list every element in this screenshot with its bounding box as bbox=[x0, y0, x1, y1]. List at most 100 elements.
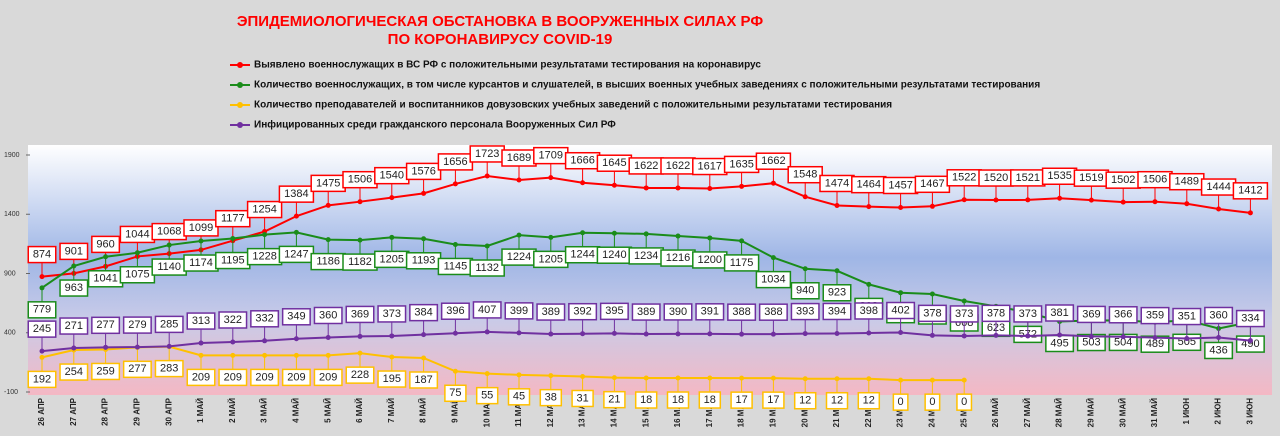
label-box bbox=[663, 303, 693, 321]
label-box bbox=[949, 305, 979, 323]
data-label: 1520 bbox=[984, 172, 1008, 184]
x-tick-label: 26 МАЙ bbox=[991, 398, 1000, 428]
data-label: 1177 bbox=[221, 213, 245, 225]
label-box bbox=[154, 359, 184, 378]
data-label: 1041 bbox=[93, 273, 117, 285]
label-box bbox=[27, 245, 57, 264]
data-label: 1622 bbox=[634, 160, 658, 172]
data-label: 495 bbox=[1050, 337, 1068, 349]
label-box bbox=[758, 303, 788, 321]
data-label: 1186 bbox=[316, 256, 340, 268]
data-label: 399 bbox=[510, 305, 528, 317]
data-label: 1174 bbox=[189, 257, 213, 269]
label-box bbox=[790, 282, 820, 300]
label-box bbox=[218, 311, 248, 329]
label-box bbox=[790, 302, 820, 321]
data-label: 18 bbox=[672, 394, 684, 406]
data-label: 18 bbox=[640, 394, 652, 406]
x-tick-label: 24 МАЙ bbox=[928, 398, 937, 428]
legend-label: Количество военнослужащих, в том числе к… bbox=[254, 79, 1040, 91]
label-box bbox=[186, 312, 216, 330]
x-tick-label: 27 МАЙ bbox=[1023, 398, 1032, 428]
label-box bbox=[122, 316, 152, 334]
data-label: 1535 bbox=[1047, 170, 1071, 182]
x-tick-label: 28 АПР bbox=[101, 397, 110, 426]
label-box bbox=[345, 366, 375, 384]
label-box bbox=[472, 301, 502, 319]
label-box bbox=[27, 370, 57, 389]
label-box bbox=[1108, 306, 1138, 324]
label-box bbox=[539, 388, 563, 407]
data-label: 1384 bbox=[284, 188, 308, 200]
data-label: 1132 bbox=[475, 262, 499, 274]
label-box bbox=[857, 391, 881, 410]
label-box bbox=[762, 391, 785, 409]
data-label: 1457 bbox=[888, 179, 912, 191]
data-label: 313 bbox=[192, 315, 210, 327]
data-label: 393 bbox=[796, 305, 814, 317]
data-label: 402 bbox=[891, 304, 909, 316]
x-tick-label: 5 МАЙ bbox=[323, 398, 332, 423]
label-box bbox=[787, 165, 823, 184]
label-box bbox=[59, 279, 89, 297]
x-tick-label: 30 МАЙ bbox=[1118, 398, 1127, 428]
x-tick-label: 17 МАЙ bbox=[705, 398, 714, 428]
label-box bbox=[507, 388, 531, 406]
data-label: 245 bbox=[33, 323, 51, 335]
x-tick-label: 11 МАЙ bbox=[514, 398, 523, 427]
data-label: 1662 bbox=[761, 155, 785, 167]
data-label: 504 bbox=[1114, 336, 1132, 348]
data-label: 1205 bbox=[380, 253, 404, 265]
data-label: 395 bbox=[605, 305, 623, 317]
label-box bbox=[91, 316, 121, 335]
data-label: 1467 bbox=[920, 178, 944, 190]
data-label: 209 bbox=[287, 371, 305, 383]
data-label: 1635 bbox=[729, 158, 753, 170]
x-tick-label: 4 МАЙ bbox=[292, 398, 301, 423]
data-label: 1622 bbox=[666, 160, 690, 172]
label-box bbox=[215, 209, 251, 228]
data-label: 373 bbox=[1019, 308, 1037, 320]
data-label: 1709 bbox=[539, 150, 563, 162]
x-tick-label: 2 ИЮН bbox=[1214, 398, 1223, 425]
label-box bbox=[631, 303, 661, 321]
data-label: 55 bbox=[481, 390, 493, 402]
data-label: 373 bbox=[383, 308, 401, 320]
x-tick-label: 8 МАЙ bbox=[419, 398, 428, 423]
data-label: 923 bbox=[828, 287, 846, 299]
label-box bbox=[27, 301, 57, 319]
data-label: 1216 bbox=[666, 252, 690, 264]
data-label: 259 bbox=[96, 365, 114, 377]
data-label: 254 bbox=[65, 366, 83, 378]
data-label: 388 bbox=[732, 306, 750, 318]
x-tick-label: 27 АПР bbox=[69, 397, 78, 426]
label-box bbox=[634, 391, 658, 409]
data-label: 1666 bbox=[570, 155, 594, 167]
label-box bbox=[981, 304, 1011, 323]
data-label: 1540 bbox=[380, 170, 404, 182]
data-label: 18 bbox=[704, 394, 716, 406]
data-label: 1617 bbox=[698, 160, 722, 172]
data-label: 1254 bbox=[252, 203, 276, 215]
data-label: 1522 bbox=[952, 172, 976, 184]
x-tick-label: 22 МАЙ bbox=[864, 398, 873, 428]
label-box bbox=[917, 304, 947, 323]
data-label: 360 bbox=[1209, 309, 1227, 321]
y-tick-label: 900 bbox=[4, 270, 16, 277]
label-box bbox=[730, 391, 753, 409]
data-label: 277 bbox=[96, 319, 114, 331]
data-label: 1548 bbox=[793, 169, 817, 181]
data-label: 1444 bbox=[1206, 181, 1230, 193]
data-label: 279 bbox=[128, 319, 146, 331]
data-label: 1224 bbox=[507, 251, 531, 263]
label-box bbox=[122, 360, 152, 379]
data-label: 378 bbox=[923, 307, 941, 319]
data-label: 396 bbox=[446, 305, 464, 317]
data-label: 960 bbox=[96, 238, 114, 250]
x-tick-label: 25 МАЙ bbox=[959, 398, 968, 428]
label-box bbox=[822, 284, 852, 302]
data-label: 359 bbox=[1146, 310, 1164, 322]
data-label: 1195 bbox=[221, 254, 245, 266]
